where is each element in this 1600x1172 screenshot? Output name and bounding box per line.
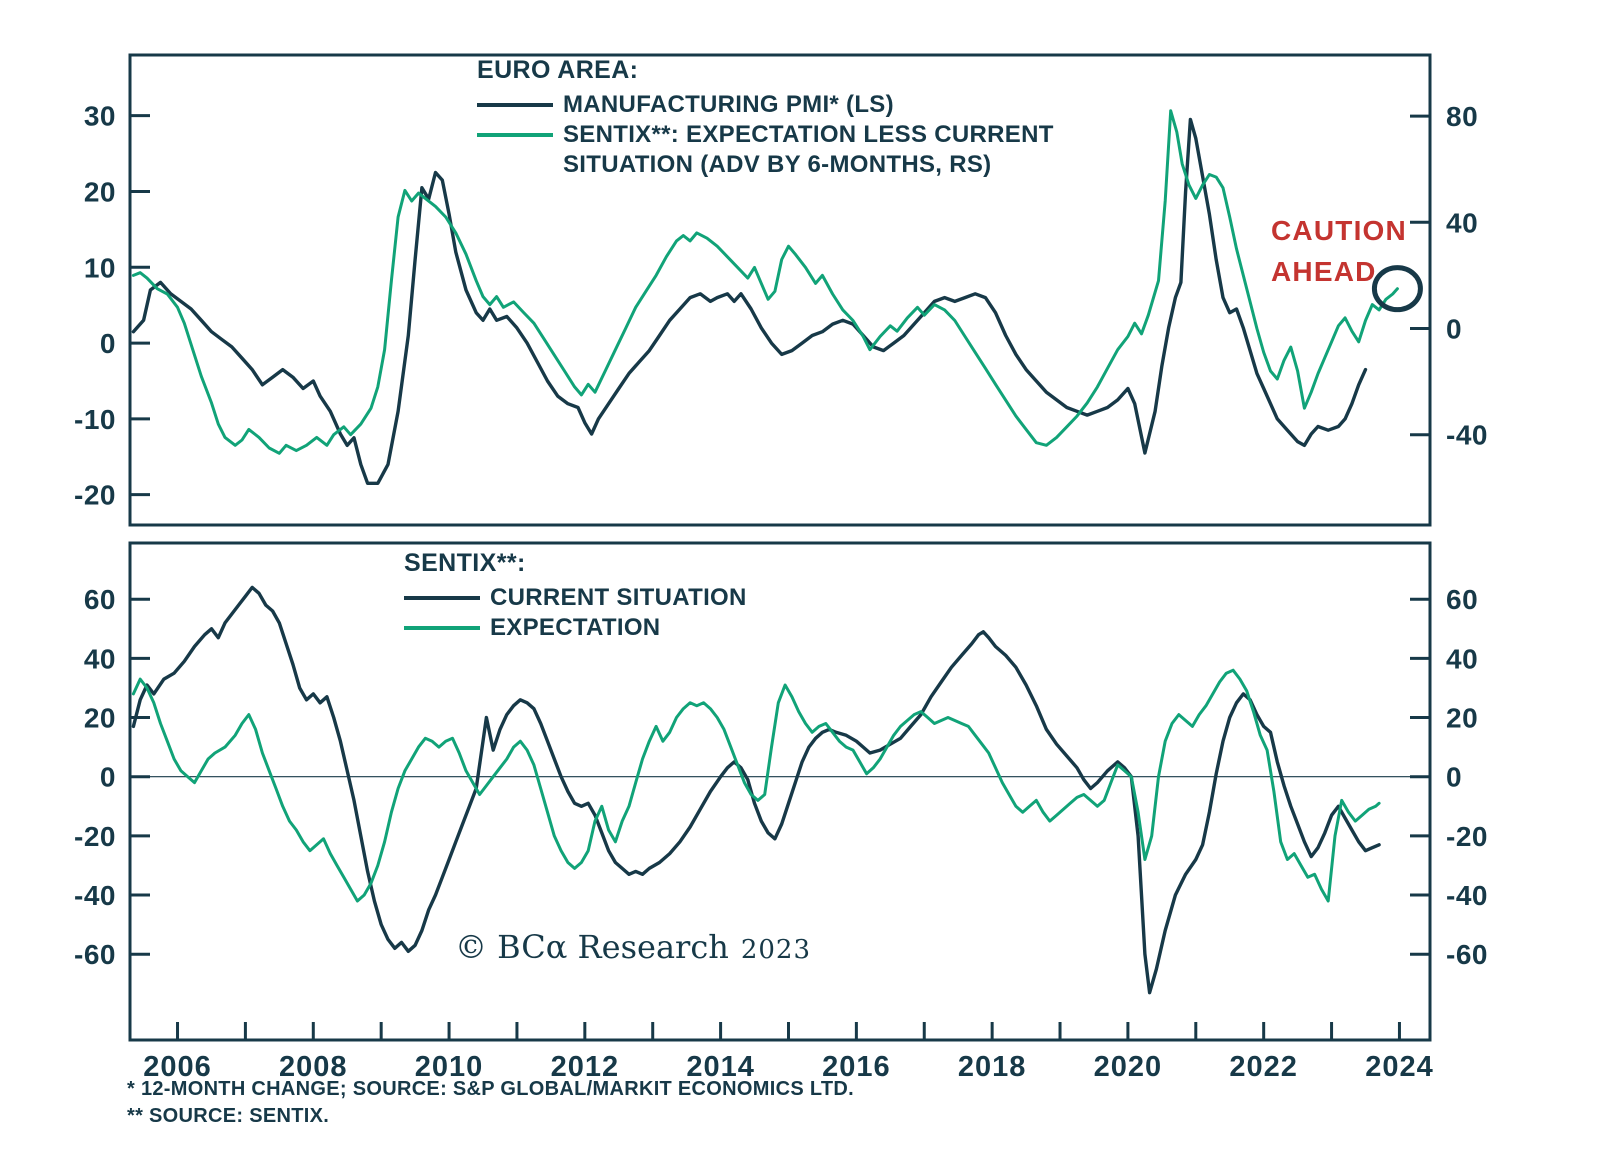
top-legend-title: EURO AREA: (477, 56, 639, 84)
sentix-spread-line-swatch-icon (477, 133, 553, 137)
legend-label-pmi: MANUFACTURING PMI* (LS) (563, 91, 894, 118)
current-situation-line-swatch-icon (404, 596, 480, 600)
svg-text:40: 40 (84, 643, 116, 674)
watermark-brand: © BCα Research (455, 928, 729, 966)
svg-text:2016: 2016 (822, 1051, 891, 1083)
expectation-line (131, 668, 1381, 903)
manufacturing-pmi-ls-line (131, 117, 1368, 485)
legend-label-sentix-spread-2: SITUATION (ADV BY 6-MONTHS, RS) (563, 151, 992, 178)
svg-text:0: 0 (100, 762, 116, 793)
watermark: © BCα Research 2023 (455, 928, 811, 966)
legend-row-pmi: MANUFACTURING PMI* (LS) (477, 90, 1054, 120)
expectation-line-swatch-icon (404, 626, 480, 630)
svg-text:2020: 2020 (1094, 1051, 1163, 1083)
legend-label-current-situation: CURRENT SITUATION (490, 584, 747, 611)
current-situation-line (131, 585, 1381, 995)
svg-text:2018: 2018 (958, 1051, 1027, 1083)
svg-text:2012: 2012 (551, 1051, 620, 1083)
svg-text:-40: -40 (1446, 880, 1488, 911)
pmi-line-swatch-icon (477, 103, 553, 107)
svg-text:-20: -20 (1446, 821, 1488, 852)
svg-text:-40: -40 (1446, 420, 1488, 451)
svg-text:-60: -60 (74, 939, 116, 970)
svg-text:0: 0 (100, 328, 116, 359)
bottom-legend-title: SENTIX**: (404, 549, 526, 577)
svg-text:20: 20 (84, 176, 116, 207)
bottom-legend: SENTIX**: CURRENT SITUATION EXPECTATION (404, 549, 747, 643)
legend-row-sentix-spread: SENTIX**: EXPECTATION LESS CURRENT (477, 120, 1054, 150)
svg-text:0: 0 (1446, 762, 1462, 793)
svg-text:80: 80 (1446, 101, 1478, 132)
svg-text:60: 60 (84, 584, 116, 615)
svg-text:2010: 2010 (415, 1051, 484, 1083)
legend-label-sentix-spread-1: SENTIX**: EXPECTATION LESS CURRENT (563, 121, 1054, 148)
footnote-1: * 12-MONTH CHANGE; SOURCE: S&P GLOBAL/MA… (127, 1078, 854, 1100)
svg-text:40: 40 (1446, 207, 1478, 238)
svg-text:2022: 2022 (1229, 1051, 1298, 1083)
legend-row-sentix-spread-cont: SITUATION (ADV BY 6-MONTHS, RS) (477, 150, 1054, 180)
svg-text:30: 30 (84, 101, 116, 132)
footnote-2: ** SOURCE: SENTIX. (127, 1105, 330, 1127)
caution-circle-annotation (1371, 265, 1423, 313)
svg-text:-20: -20 (74, 821, 116, 852)
top-legend: EURO AREA: MANUFACTURING PMI* (LS) SENTI… (477, 56, 1054, 180)
svg-text:2008: 2008 (279, 1051, 348, 1083)
svg-text:2014: 2014 (686, 1051, 755, 1083)
footnotes: * 12-MONTH CHANGE; SOURCE: S&P GLOBAL/MA… (127, 1076, 854, 1130)
watermark-year: 2023 (740, 935, 812, 965)
legend-row-expectation: EXPECTATION (404, 613, 747, 643)
top-panel-frame (128, 53, 1432, 527)
svg-text:-20: -20 (74, 480, 116, 511)
svg-text:2006: 2006 (143, 1051, 212, 1083)
sentix-expectation-less-current-situation-adv-by-6-months-rs-line (131, 109, 1399, 455)
bottom-panel-frame (128, 541, 1432, 1042)
svg-text:2024: 2024 (1365, 1051, 1434, 1083)
svg-text:40: 40 (1446, 643, 1478, 674)
caution-annotation: CAUTION AHEAD (1271, 210, 1407, 292)
caution-line-2: AHEAD (1271, 256, 1377, 287)
svg-text:-40: -40 (74, 880, 116, 911)
legend-row-current-situation: CURRENT SITUATION (404, 583, 747, 613)
svg-text:10: 10 (84, 252, 116, 283)
svg-text:60: 60 (1446, 584, 1478, 615)
caution-line-1: CAUTION (1271, 215, 1407, 246)
svg-text:-60: -60 (1446, 939, 1488, 970)
legend-label-expectation: EXPECTATION (490, 614, 661, 641)
svg-text:-10: -10 (74, 404, 116, 435)
svg-text:20: 20 (84, 703, 116, 734)
svg-text:20: 20 (1446, 703, 1478, 734)
svg-text:0: 0 (1446, 314, 1462, 345)
